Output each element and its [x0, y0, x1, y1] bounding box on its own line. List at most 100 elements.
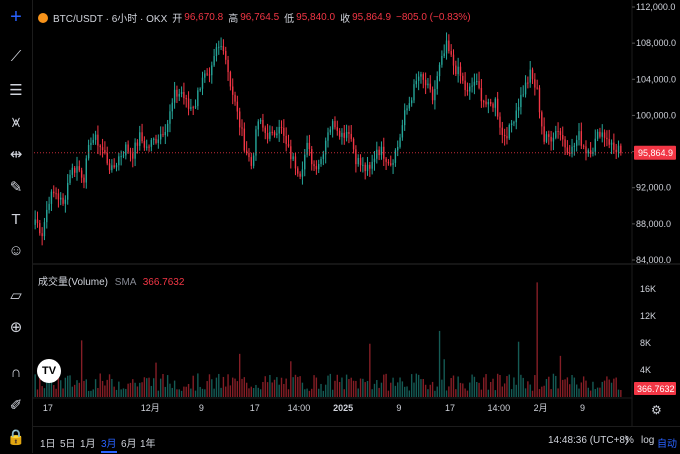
candle-body — [410, 100, 413, 104]
volume-bar — [292, 377, 294, 397]
volume-bar — [266, 382, 269, 397]
volume-bar — [508, 374, 510, 397]
candle-body — [573, 145, 576, 147]
volume-bar — [429, 384, 431, 397]
candle-body — [520, 95, 522, 108]
candle-body — [257, 121, 259, 130]
volume-bar — [548, 376, 550, 397]
candle-body — [341, 132, 343, 137]
candle-body — [127, 144, 129, 152]
candle-body — [538, 87, 541, 113]
volume-bar — [510, 389, 513, 397]
candle-body — [420, 74, 422, 77]
volume-bar — [615, 377, 617, 397]
candle-body — [336, 127, 338, 131]
time-tick-label: 17 — [43, 403, 53, 413]
percent-toggle[interactable]: % — [625, 435, 634, 446]
volume-bar — [529, 384, 531, 397]
volume-bar — [557, 388, 559, 397]
candle-body — [503, 134, 506, 137]
candle-body — [104, 150, 106, 154]
volume-tick-label: 4K — [640, 365, 651, 375]
candle-body — [280, 127, 283, 129]
candle-body — [429, 83, 431, 90]
volume-bar — [362, 378, 364, 397]
range-6m[interactable]: 6月 — [121, 439, 137, 450]
volume-title[interactable]: 成交量(Volume) — [38, 277, 109, 288]
range-5d[interactable]: 5日 — [60, 439, 76, 450]
range-3m[interactable]: 3月 — [101, 435, 117, 453]
candle-body — [599, 131, 601, 137]
volume-bar — [403, 386, 406, 397]
volume-bar — [171, 387, 173, 397]
volume-bar — [173, 380, 176, 397]
candle-body — [190, 107, 192, 109]
pencil-lock-icon[interactable]: ✐ — [9, 396, 23, 414]
volume-bar — [150, 385, 153, 397]
prediction-icon[interactable]: ⇹ — [9, 145, 23, 163]
candle-body — [359, 157, 362, 166]
candle-body — [376, 149, 378, 159]
volume-bar — [192, 375, 194, 397]
range-1y[interactable]: 1年 — [140, 439, 156, 450]
volume-bar — [257, 387, 259, 397]
emoji-icon[interactable]: ☺ — [8, 241, 24, 259]
volume-bar — [387, 390, 390, 397]
volume-bar — [120, 389, 122, 397]
candle-body — [201, 77, 204, 89]
volume-bar — [220, 387, 222, 397]
candle-body — [348, 132, 350, 134]
candle-body — [390, 163, 392, 165]
range-1m[interactable]: 1月 — [80, 439, 96, 450]
candle-body — [394, 150, 397, 163]
volume-bar — [569, 384, 571, 397]
volume-bar — [46, 377, 48, 397]
volume-bar — [499, 375, 501, 397]
auto-toggle[interactable]: 自动 — [657, 439, 677, 450]
candle-body — [499, 116, 501, 128]
candle-body — [399, 137, 401, 147]
log-toggle[interactable]: log — [641, 435, 655, 446]
magnet-icon[interactable]: ∩ — [10, 363, 22, 381]
candle-body — [318, 163, 320, 170]
trend-line-icon[interactable]: ⟋ — [10, 47, 22, 65]
symbol-title[interactable]: BTC/USDT · 6小时 · OKX — [53, 14, 168, 25]
candle-body — [422, 74, 424, 80]
candle-body — [445, 40, 448, 54]
range-1d[interactable]: 1日 — [40, 439, 56, 450]
candle-body — [387, 161, 390, 164]
candle-body — [371, 161, 373, 169]
candle-body — [441, 55, 443, 65]
candle-body — [111, 165, 113, 171]
brush-icon[interactable]: ✎ — [9, 178, 23, 196]
candle-body — [278, 127, 280, 134]
volume-bar — [201, 388, 204, 397]
text-icon[interactable]: T — [11, 210, 21, 228]
candle-body — [218, 46, 220, 48]
candle-body — [132, 153, 134, 159]
candle-body — [417, 76, 420, 81]
gear-icon[interactable]: ⚙ — [651, 403, 662, 417]
volume-bar — [60, 380, 62, 397]
candle-body — [327, 132, 329, 141]
volume-tick-label: 16K — [640, 284, 656, 294]
candle-body — [287, 144, 290, 147]
pattern-icon[interactable]: ⩙ — [11, 113, 21, 131]
volume-bar — [99, 373, 101, 397]
lock-icon[interactable]: 🔒 — [6, 428, 26, 446]
candle-body — [620, 145, 622, 153]
volume-bar — [134, 382, 136, 397]
zoom-in-icon[interactable]: ⊕ — [9, 318, 23, 336]
volume-bar — [359, 378, 362, 397]
volume-bar — [297, 376, 299, 397]
volume-bar — [485, 374, 487, 397]
ruler-icon[interactable]: ▱ — [10, 286, 22, 304]
clock[interactable]: 14:48:36 (UTC+8) — [548, 435, 629, 446]
fib-retracement-icon[interactable]: ☰ — [9, 81, 23, 99]
tradingview-logo[interactable]: TV — [37, 359, 61, 383]
candle-body — [118, 156, 120, 166]
crosshair-icon[interactable]: + — [10, 6, 22, 28]
candle-body — [41, 233, 43, 237]
volume-tick-label: 12K — [640, 311, 656, 321]
